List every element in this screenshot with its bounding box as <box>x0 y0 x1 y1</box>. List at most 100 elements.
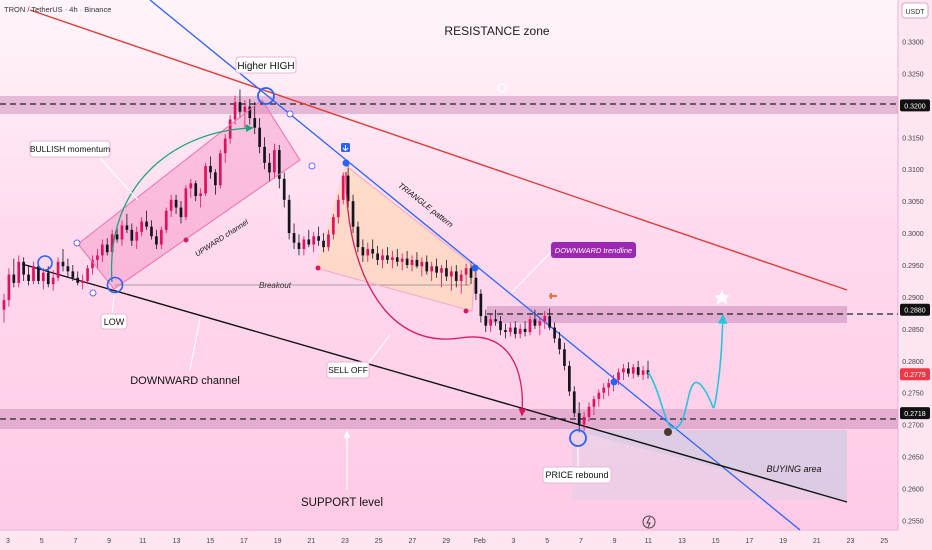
candle[interactable] <box>587 402 591 422</box>
candle[interactable] <box>410 255 414 272</box>
candle[interactable] <box>307 229 311 248</box>
candle[interactable] <box>150 220 153 240</box>
candle[interactable] <box>351 194 355 234</box>
candle[interactable] <box>32 261 35 285</box>
candle[interactable] <box>420 257 424 277</box>
candle[interactable] <box>577 402 581 433</box>
candle[interactable] <box>341 172 345 205</box>
candle[interactable] <box>361 239 365 262</box>
candle[interactable] <box>459 270 463 294</box>
candle[interactable] <box>277 144 281 189</box>
candle[interactable] <box>528 316 532 336</box>
candle[interactable] <box>12 258 16 288</box>
candle[interactable] <box>159 226 163 250</box>
candle[interactable] <box>332 213 335 240</box>
candle[interactable] <box>228 114 232 144</box>
candle[interactable] <box>430 261 434 281</box>
candle[interactable] <box>145 210 148 230</box>
candle[interactable] <box>563 342 566 371</box>
candle[interactable] <box>489 314 493 333</box>
currency-badge[interactable] <box>901 2 929 19</box>
candle[interactable] <box>209 156 212 179</box>
candle[interactable] <box>86 265 89 285</box>
flash-icon[interactable] <box>642 515 656 529</box>
candle[interactable] <box>91 255 94 275</box>
candle[interactable] <box>248 98 252 125</box>
candle[interactable] <box>287 194 291 240</box>
candle[interactable] <box>474 271 478 301</box>
candle[interactable] <box>238 89 242 119</box>
candle[interactable] <box>548 308 552 331</box>
candle[interactable] <box>317 226 320 246</box>
candle[interactable] <box>602 383 606 400</box>
candle[interactable] <box>356 221 360 253</box>
candle[interactable] <box>297 234 301 256</box>
target-star-icon[interactable] <box>714 290 730 305</box>
candle[interactable] <box>567 360 571 396</box>
candle[interactable] <box>115 226 119 243</box>
candle[interactable] <box>218 150 222 189</box>
candle[interactable] <box>27 265 30 286</box>
candle[interactable] <box>2 293 6 323</box>
candle[interactable] <box>125 213 129 234</box>
candle[interactable] <box>184 185 188 221</box>
candle[interactable] <box>479 289 483 323</box>
candle[interactable] <box>518 323 522 339</box>
candle[interactable] <box>366 242 370 262</box>
candle[interactable] <box>199 188 202 208</box>
candle[interactable] <box>631 363 635 379</box>
candle[interactable] <box>179 201 183 224</box>
candle[interactable] <box>96 249 99 269</box>
candle[interactable] <box>395 249 399 267</box>
candle[interactable] <box>223 134 227 163</box>
candle[interactable] <box>66 258 70 277</box>
candle[interactable] <box>336 194 340 224</box>
candle[interactable] <box>415 252 419 269</box>
candle[interactable] <box>558 332 561 355</box>
candle[interactable] <box>538 317 542 336</box>
candle[interactable] <box>499 316 502 336</box>
candle[interactable] <box>169 194 173 218</box>
candle[interactable] <box>607 378 611 396</box>
candle[interactable] <box>513 321 517 339</box>
candle[interactable] <box>174 194 178 214</box>
candle[interactable] <box>120 220 124 246</box>
candle[interactable] <box>105 238 109 256</box>
candle[interactable] <box>464 263 468 286</box>
candle[interactable] <box>582 411 586 432</box>
candle[interactable] <box>51 270 55 291</box>
candle[interactable] <box>533 309 537 329</box>
candle[interactable] <box>292 223 296 250</box>
price-rebound-circle[interactable] <box>569 429 587 447</box>
candle[interactable] <box>56 257 60 281</box>
resistance-zone-icon[interactable] <box>497 83 507 93</box>
candle[interactable] <box>440 265 443 288</box>
candle[interactable] <box>322 233 325 253</box>
candle[interactable] <box>597 389 601 407</box>
candle[interactable] <box>302 236 306 256</box>
candle[interactable] <box>194 180 198 202</box>
candle[interactable] <box>494 309 497 326</box>
candle[interactable] <box>164 207 168 234</box>
candle[interactable] <box>189 178 193 198</box>
candle[interactable] <box>376 245 379 265</box>
candle[interactable] <box>435 258 438 278</box>
candle[interactable] <box>425 255 429 275</box>
candle[interactable] <box>155 229 158 250</box>
candle[interactable] <box>504 323 507 339</box>
candle[interactable] <box>391 250 394 269</box>
candle[interactable] <box>327 229 330 251</box>
candle[interactable] <box>371 239 375 259</box>
candle[interactable] <box>140 217 144 237</box>
candle[interactable] <box>636 360 640 377</box>
candle[interactable] <box>346 161 350 208</box>
candle[interactable] <box>626 362 630 377</box>
candle[interactable] <box>641 365 645 380</box>
candle[interactable] <box>405 250 409 269</box>
candle[interactable] <box>135 226 139 250</box>
candle[interactable] <box>386 247 389 264</box>
candle[interactable] <box>445 259 448 281</box>
candle[interactable] <box>81 274 85 290</box>
candle[interactable] <box>454 265 458 288</box>
candle[interactable] <box>622 363 625 380</box>
